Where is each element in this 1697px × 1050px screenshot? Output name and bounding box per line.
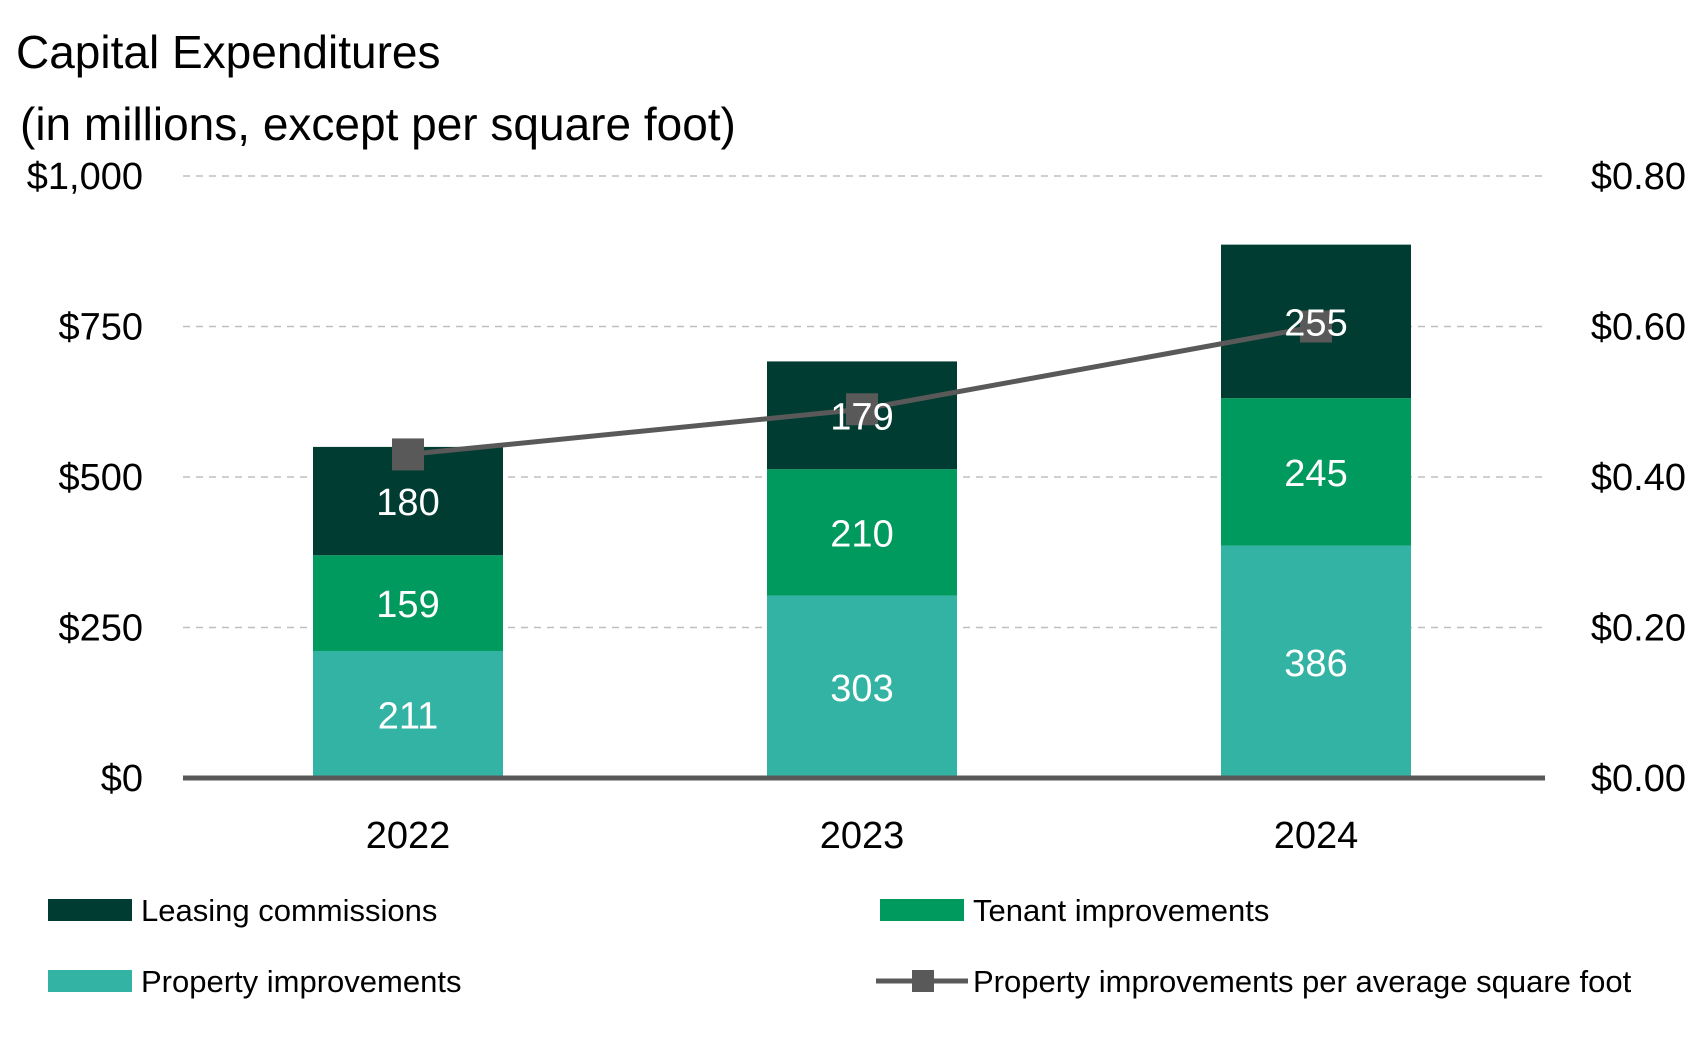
data-label: 211	[378, 695, 439, 737]
legend-label: Tenant improvements	[973, 893, 1269, 928]
data-label: 179	[830, 396, 893, 438]
legend-swatch	[880, 899, 964, 921]
legend-label: Leasing commissions	[141, 893, 437, 928]
legend-marker-swatch	[912, 970, 934, 992]
y-left-tick-label: $0	[101, 758, 143, 800]
chart-subtitle: (in millions, except per square foot)	[20, 98, 736, 150]
y-left-tick-label: $1,000	[27, 156, 143, 198]
y-left-tick-label: $750	[58, 307, 143, 349]
bar-segment	[1221, 545, 1411, 778]
bar-segment	[313, 650, 503, 778]
x-tick-label: 2022	[366, 815, 451, 857]
axes: $0 $250 $500 $750 $1,000 $0.00 $0.20 $0.40 $0.60…	[27, 156, 1686, 857]
bar-segment	[767, 469, 957, 596]
y-right-tick-label: $0.40	[1591, 457, 1686, 499]
data-label: 245	[1284, 453, 1347, 495]
data-labels: 211 159 180 303 210 179 386 245 255	[376, 302, 1347, 737]
bar-segment	[767, 595, 957, 778]
data-label: 159	[376, 584, 439, 626]
legend-label: Property improvements	[141, 964, 461, 999]
legend-swatch	[48, 899, 132, 921]
y-right-tick-label: $0.00	[1591, 758, 1686, 800]
data-label: 180	[376, 482, 439, 524]
y-left-tick-label: $250	[58, 608, 143, 650]
line-marker	[846, 393, 878, 426]
data-label: 386	[1284, 643, 1347, 685]
x-tick-label: 2024	[1274, 815, 1359, 857]
legend-label: Property improvements per average square…	[973, 964, 1632, 999]
line-marker	[392, 438, 424, 471]
chart-title: Capital Expenditures	[16, 26, 440, 78]
bar-segment	[1221, 398, 1411, 546]
line-marker	[1300, 310, 1332, 343]
line-series	[392, 310, 1332, 471]
x-tick-label: 2023	[820, 815, 905, 857]
data-label: 210	[830, 513, 893, 555]
y-right-tick-label: $0.20	[1591, 608, 1686, 650]
y-right-tick-label: $0.60	[1591, 307, 1686, 349]
legend: Leasing commissions Tenant improvements Pr…	[48, 893, 1632, 999]
y-right-tick-label: $0.80	[1591, 156, 1686, 198]
data-label: 303	[830, 668, 893, 710]
bar-segment	[313, 555, 503, 651]
y-left-tick-label: $500	[58, 457, 143, 499]
data-label: 255	[1284, 302, 1347, 344]
legend-swatch	[48, 970, 132, 992]
